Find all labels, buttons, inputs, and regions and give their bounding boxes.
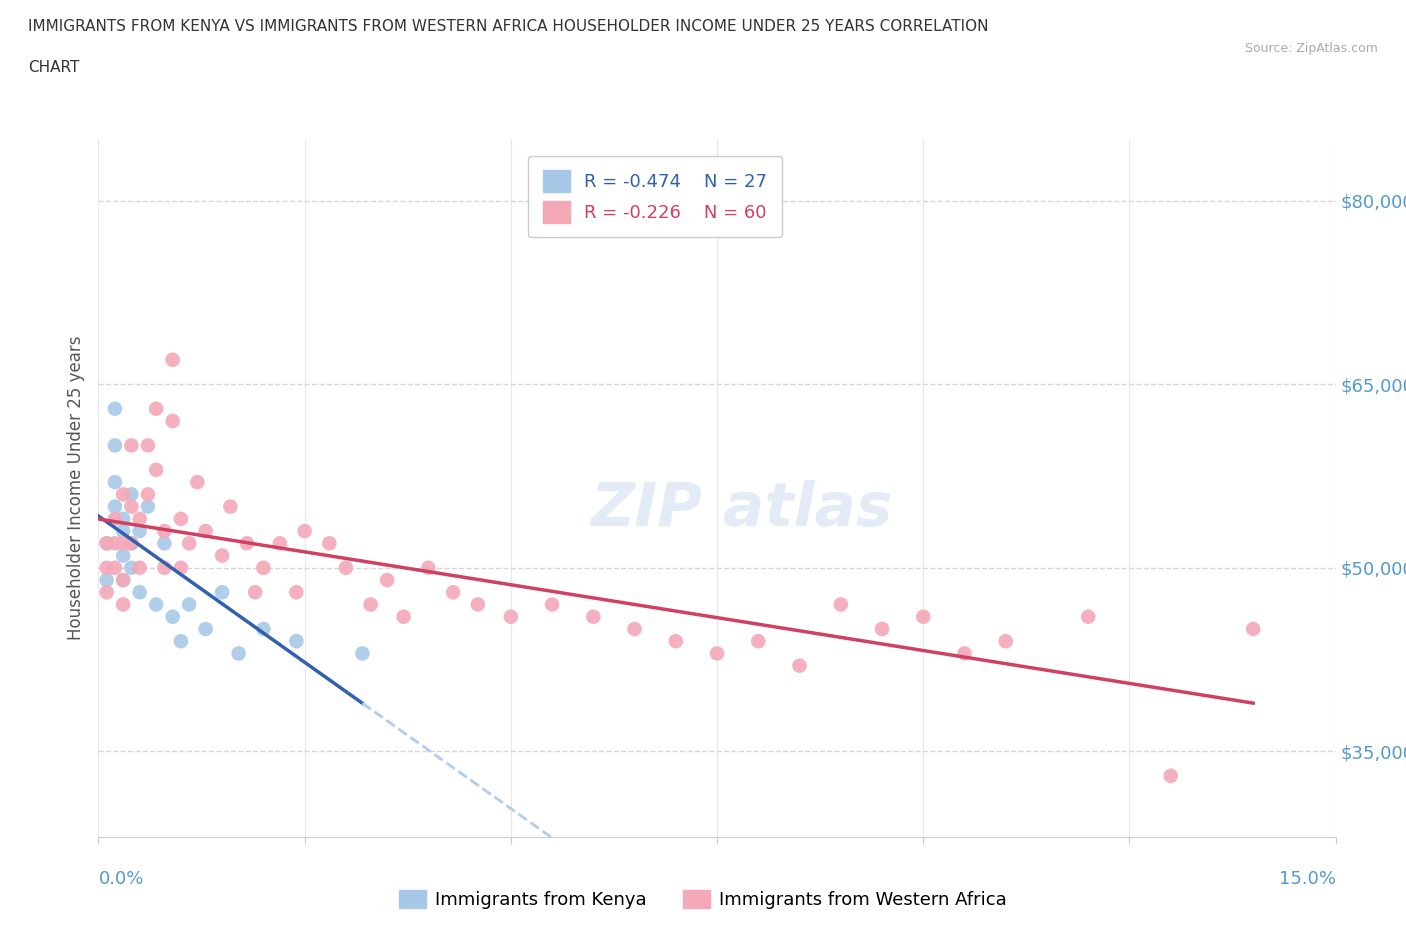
Point <box>243 585 266 600</box>
Point <box>252 561 274 576</box>
Point <box>170 561 193 576</box>
Point <box>96 573 118 588</box>
Text: 0.0%: 0.0% <box>98 870 143 887</box>
Point <box>104 401 127 416</box>
Point <box>145 462 167 477</box>
Point <box>170 512 193 526</box>
Point <box>392 609 415 624</box>
Point <box>120 499 142 514</box>
Point <box>360 597 382 612</box>
Point <box>112 573 135 588</box>
Point <box>128 524 150 538</box>
Point <box>153 536 176 551</box>
Point <box>541 597 564 612</box>
Point <box>104 438 127 453</box>
Point <box>179 536 201 551</box>
Point <box>706 646 728 661</box>
Point <box>120 536 142 551</box>
Text: ZIP atlas: ZIP atlas <box>591 480 893 538</box>
Point <box>145 597 167 612</box>
Point <box>136 499 159 514</box>
Point <box>112 573 135 588</box>
Point <box>953 646 976 661</box>
Point <box>112 487 135 502</box>
Point <box>236 536 259 551</box>
Point <box>912 609 935 624</box>
Point <box>120 561 142 576</box>
Point <box>252 621 274 636</box>
Text: 15.0%: 15.0% <box>1278 870 1336 887</box>
Point <box>112 597 135 612</box>
Point <box>623 621 645 636</box>
Point <box>747 633 769 648</box>
Point <box>96 536 118 551</box>
Point <box>211 585 233 600</box>
Y-axis label: Householder Income Under 25 years: Householder Income Under 25 years <box>66 336 84 641</box>
Point <box>96 536 118 551</box>
Point <box>467 597 489 612</box>
Point <box>228 646 250 661</box>
Point <box>830 597 852 612</box>
Point <box>179 597 201 612</box>
Point <box>162 609 184 624</box>
Point <box>499 609 522 624</box>
Point <box>352 646 374 661</box>
Point <box>136 487 159 502</box>
Point <box>112 512 135 526</box>
Point <box>120 438 142 453</box>
Point <box>186 474 208 489</box>
Point <box>170 633 193 648</box>
Point <box>162 414 184 429</box>
Point <box>128 561 150 576</box>
Point <box>153 561 176 576</box>
Point <box>211 548 233 563</box>
Point <box>582 609 605 624</box>
Legend: Immigrants from Kenya, Immigrants from Western Africa: Immigrants from Kenya, Immigrants from W… <box>392 883 1014 916</box>
Point <box>96 585 118 600</box>
Point <box>789 658 811 673</box>
Point <box>104 512 127 526</box>
Point <box>120 487 142 502</box>
Point <box>994 633 1017 648</box>
Point <box>285 633 308 648</box>
Text: IMMIGRANTS FROM KENYA VS IMMIGRANTS FROM WESTERN AFRICA HOUSEHOLDER INCOME UNDER: IMMIGRANTS FROM KENYA VS IMMIGRANTS FROM… <box>28 19 988 33</box>
Point <box>112 536 135 551</box>
Point <box>153 524 176 538</box>
Point <box>665 633 688 648</box>
Point <box>194 621 217 636</box>
Point <box>112 548 135 563</box>
Point <box>112 524 135 538</box>
Point <box>441 585 464 600</box>
Point <box>1077 609 1099 624</box>
Point <box>136 438 159 453</box>
Point <box>104 536 127 551</box>
Point <box>375 573 398 588</box>
Point <box>96 561 118 576</box>
Point <box>219 499 242 514</box>
Point <box>1160 768 1182 783</box>
Text: CHART: CHART <box>28 60 80 75</box>
Point <box>318 536 340 551</box>
Point <box>145 401 167 416</box>
Point <box>1241 621 1264 636</box>
Point <box>104 561 127 576</box>
Point <box>418 561 440 576</box>
Point <box>335 561 357 576</box>
Point <box>162 352 184 367</box>
Point <box>128 512 150 526</box>
Legend: R = -0.474    N = 27, R = -0.226    N = 60: R = -0.474 N = 27, R = -0.226 N = 60 <box>529 155 782 237</box>
Point <box>285 585 308 600</box>
Point <box>870 621 893 636</box>
Point <box>294 524 316 538</box>
Text: Source: ZipAtlas.com: Source: ZipAtlas.com <box>1244 42 1378 55</box>
Point <box>104 474 127 489</box>
Point <box>269 536 291 551</box>
Point <box>104 499 127 514</box>
Point <box>194 524 217 538</box>
Point <box>128 585 150 600</box>
Point <box>120 536 142 551</box>
